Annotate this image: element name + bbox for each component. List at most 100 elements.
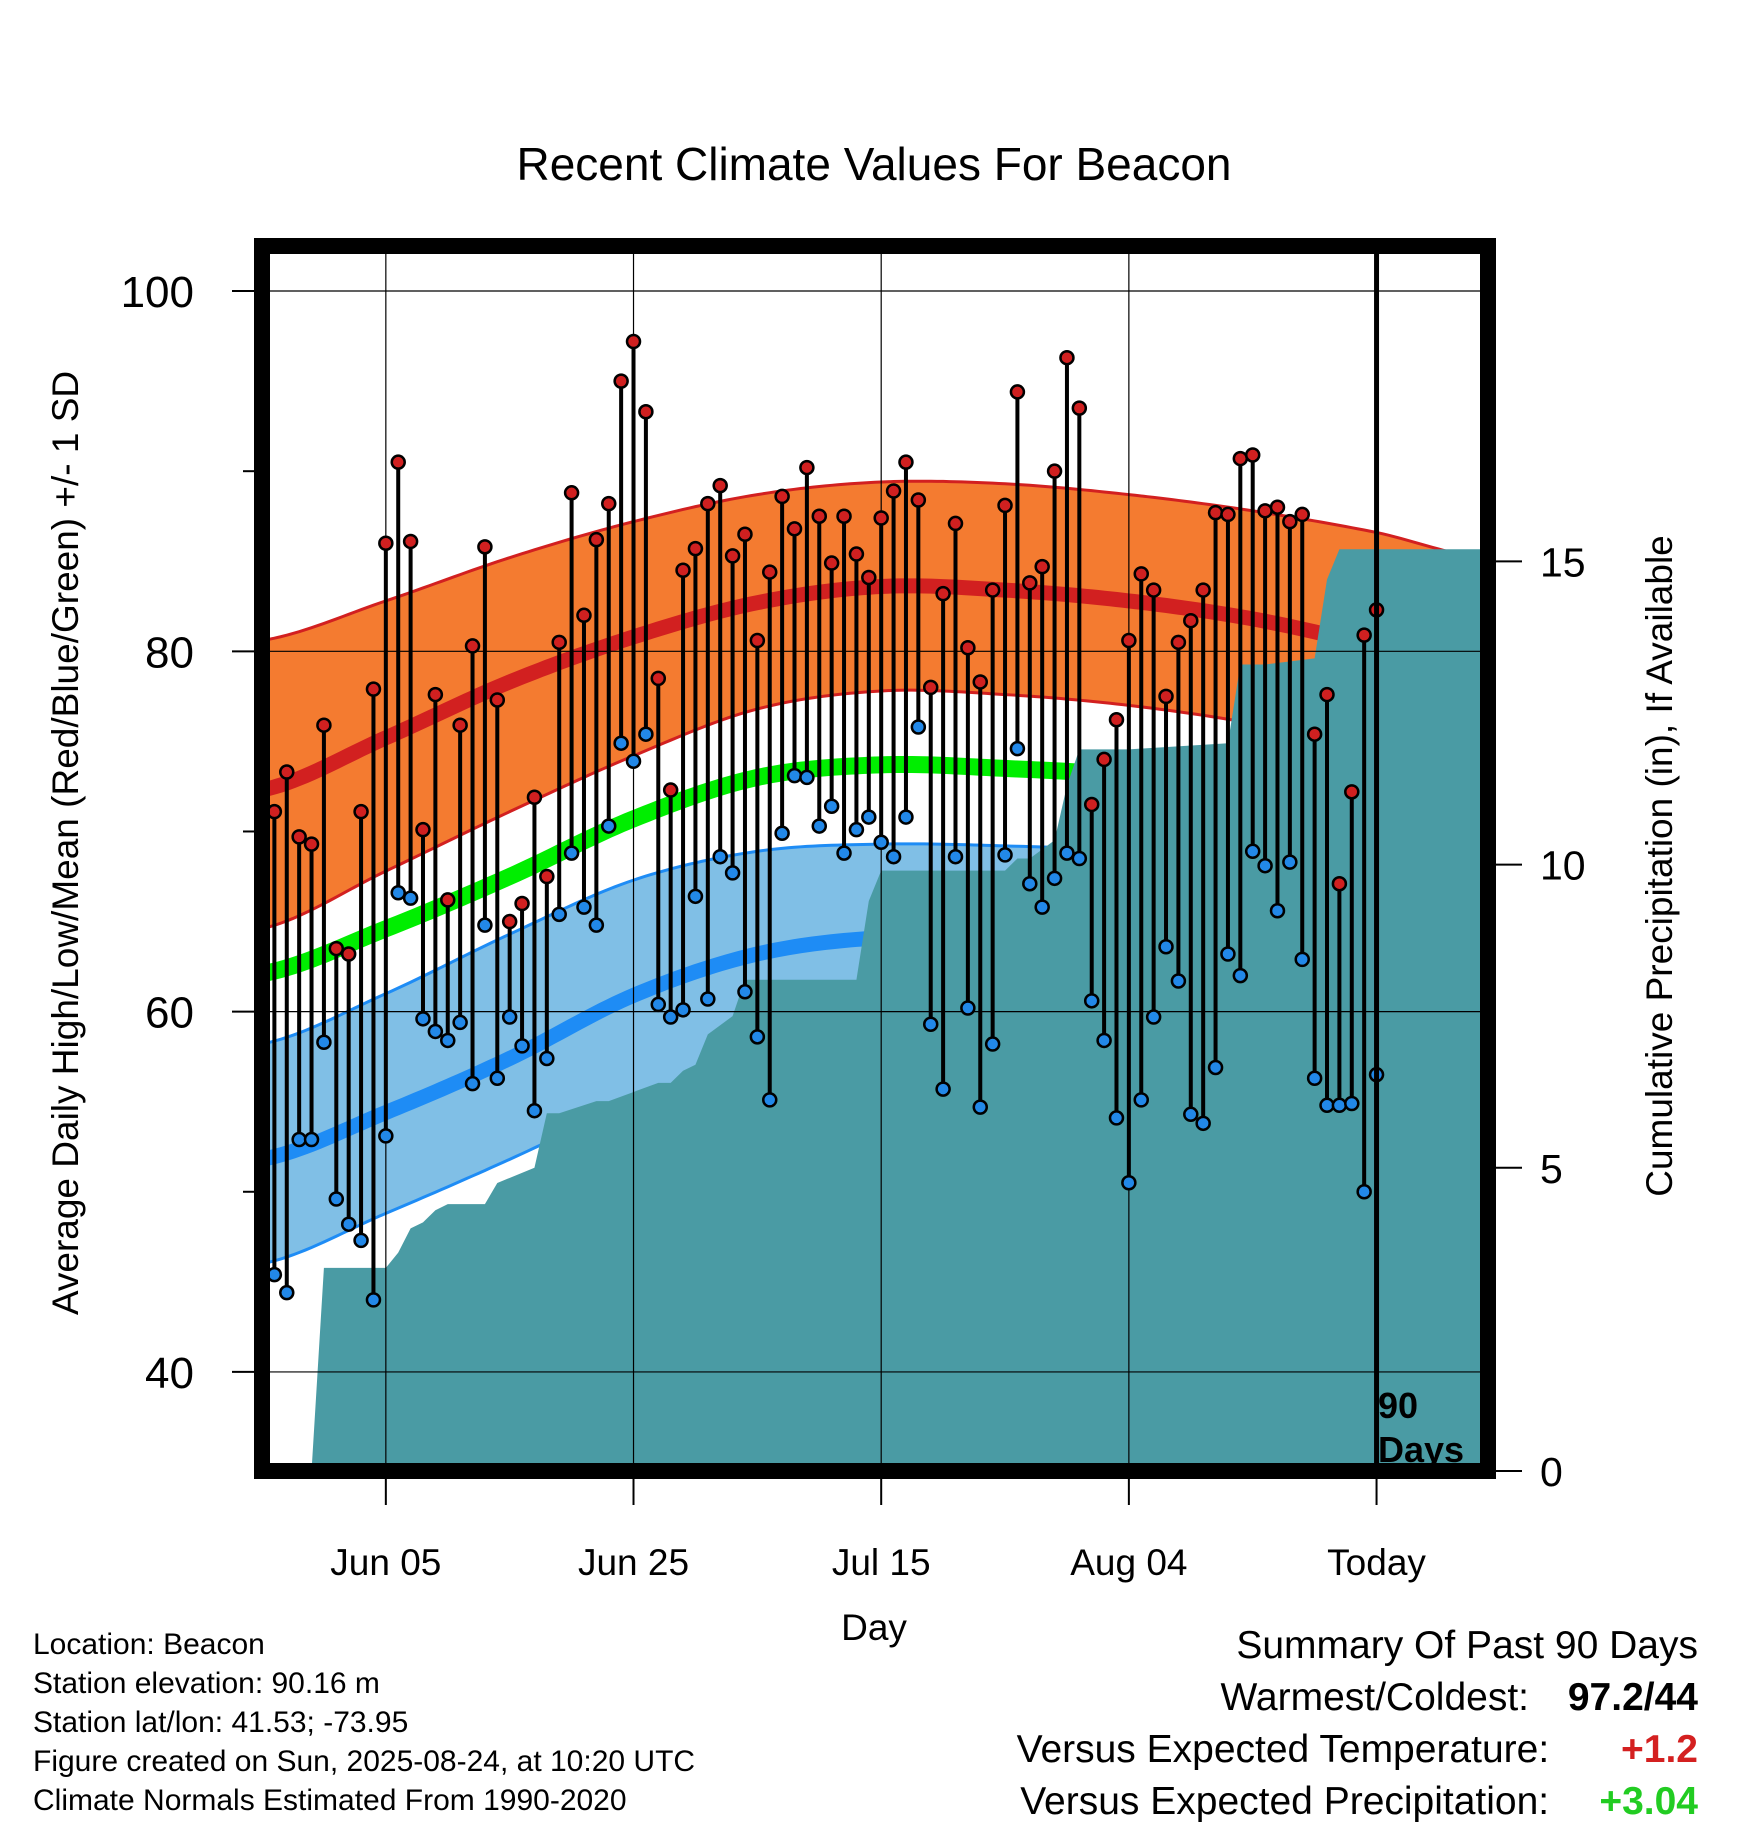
high-temp-point [452,717,468,733]
low-temp-point [712,848,728,865]
low-temp-point [935,1081,951,1097]
low-temp-point [1145,1009,1162,1025]
obs-layer [266,333,1385,1308]
low-temp-point [1282,854,1298,870]
high-temp-point [1170,634,1187,651]
high-temp-point [823,555,840,571]
high-temp-point [415,821,431,838]
high-temp-point [1158,688,1174,705]
summary-heading: Summary Of Past 90 Days [1236,1624,1698,1667]
high-temp-point [1207,504,1224,521]
high-temp-point [563,485,580,501]
high-temp-point [464,638,481,654]
location-text: Location: Beacon [33,1628,265,1661]
low-temp-point [1195,1115,1211,1132]
low-temp-point [1319,1097,1335,1114]
high-temp-point [588,531,605,548]
high-temp-point [737,526,753,542]
low-temp-point [922,1016,939,1032]
low-temp-point [700,991,716,1007]
low-temp-point [761,1092,778,1108]
high-temp-point [1083,796,1100,813]
precip-anomaly-row: Versus Expected Precipitation: +3.04 [1017,1776,1698,1828]
high-temp-point [885,483,902,499]
low-temp-point [1108,1110,1125,1126]
y-axis-title: Average Daily High/Low/Mean (Red/Blue/Gr… [45,371,86,1315]
low-temp-point [1046,870,1063,887]
temp-anomaly-row: Versus Expected Temperature: +1.2 [1017,1724,1698,1776]
high-temp-point [1133,566,1150,582]
high-temp-point [1294,506,1310,523]
high-upper-edge [261,479,1489,642]
low-temp-point [514,1038,530,1054]
x-tick-label: Aug 04 [1070,1542,1187,1583]
low-temp-point [960,1000,976,1016]
high-temp-point [1344,784,1360,800]
low-temp-point [910,719,927,735]
low-temp-point [378,1128,394,1144]
low-temp-point [588,917,605,933]
low-temp-point [328,1191,345,1207]
low-temp-point [823,798,840,815]
high-temp-point [551,634,567,651]
low-temp-point [997,847,1013,863]
low-temp-point [972,1099,989,1115]
high-temp-point [898,454,914,470]
high-temp-point [402,533,419,550]
x-tick-label: Jul 15 [832,1542,931,1583]
temp-anomaly-label: Versus Expected Temperature: [1016,1728,1550,1771]
low-temp-point [1096,1032,1112,1049]
high-temp-point [848,546,865,562]
high-temp-point [774,488,790,505]
high-temp-point [1319,686,1335,703]
y2-tick-label: 5 [1540,1146,1563,1192]
high-temp-point [761,564,778,580]
y2-axis-title: Cumulative Precipitation (in), If Availa… [1639,535,1680,1197]
high-temp-point [700,495,716,512]
low-temp-point [1269,902,1286,919]
high-temp-point [1108,712,1125,728]
high-temp-point [340,946,357,962]
high-temp-point [526,789,543,805]
high-temp-point [1244,447,1261,463]
low-temp-point [279,1284,295,1301]
low-temp-point [749,1029,766,1045]
low-temp-point [638,726,654,742]
high-temp-point [365,681,382,697]
low-temp-point [724,865,741,881]
low-temp-point [861,809,877,825]
low-temp-point [613,735,629,751]
high-temp-point [724,548,741,564]
chart-title: Recent Climate Values For Beacon [516,138,1231,190]
high-temp-point [997,497,1013,514]
low-temp-point [848,821,865,838]
high-temp-point [675,562,691,579]
x-tick-label: Today [1327,1542,1426,1583]
high-temp-point [972,674,989,690]
warm-cold-label: Warmest/Coldest: [1220,1676,1530,1719]
low-temp-point [885,848,902,865]
temp-anomaly-value: +1.2 [1621,1728,1698,1771]
high-temp-point [749,632,766,649]
high-temp-point [1145,582,1162,598]
high-temp-point [1195,582,1211,598]
low-temp-point [774,825,790,842]
low-temp-point [1306,1070,1323,1087]
high-temp-point [947,515,964,532]
low-temp-point [799,769,815,786]
low-temp-point [365,1292,382,1308]
low-temp-point [1294,951,1310,968]
period-label-line1: 90 [1378,1385,1418,1426]
low-temp-point [353,1232,369,1249]
low-temp-point [650,996,667,1013]
low-temp-point [464,1075,481,1092]
high-temp-point [378,535,394,551]
high-temp-point [1269,499,1286,515]
high-temp-point [279,764,295,780]
low-temp-point [625,753,642,769]
warm-cold-row: Warmest/Coldest: 97.2/44 [1017,1672,1698,1724]
warm-cold-separator: / [1643,1676,1655,1719]
low-temp-point [526,1102,543,1119]
low-temp-point [1121,1175,1137,1191]
low-temp-point [1331,1097,1348,1114]
